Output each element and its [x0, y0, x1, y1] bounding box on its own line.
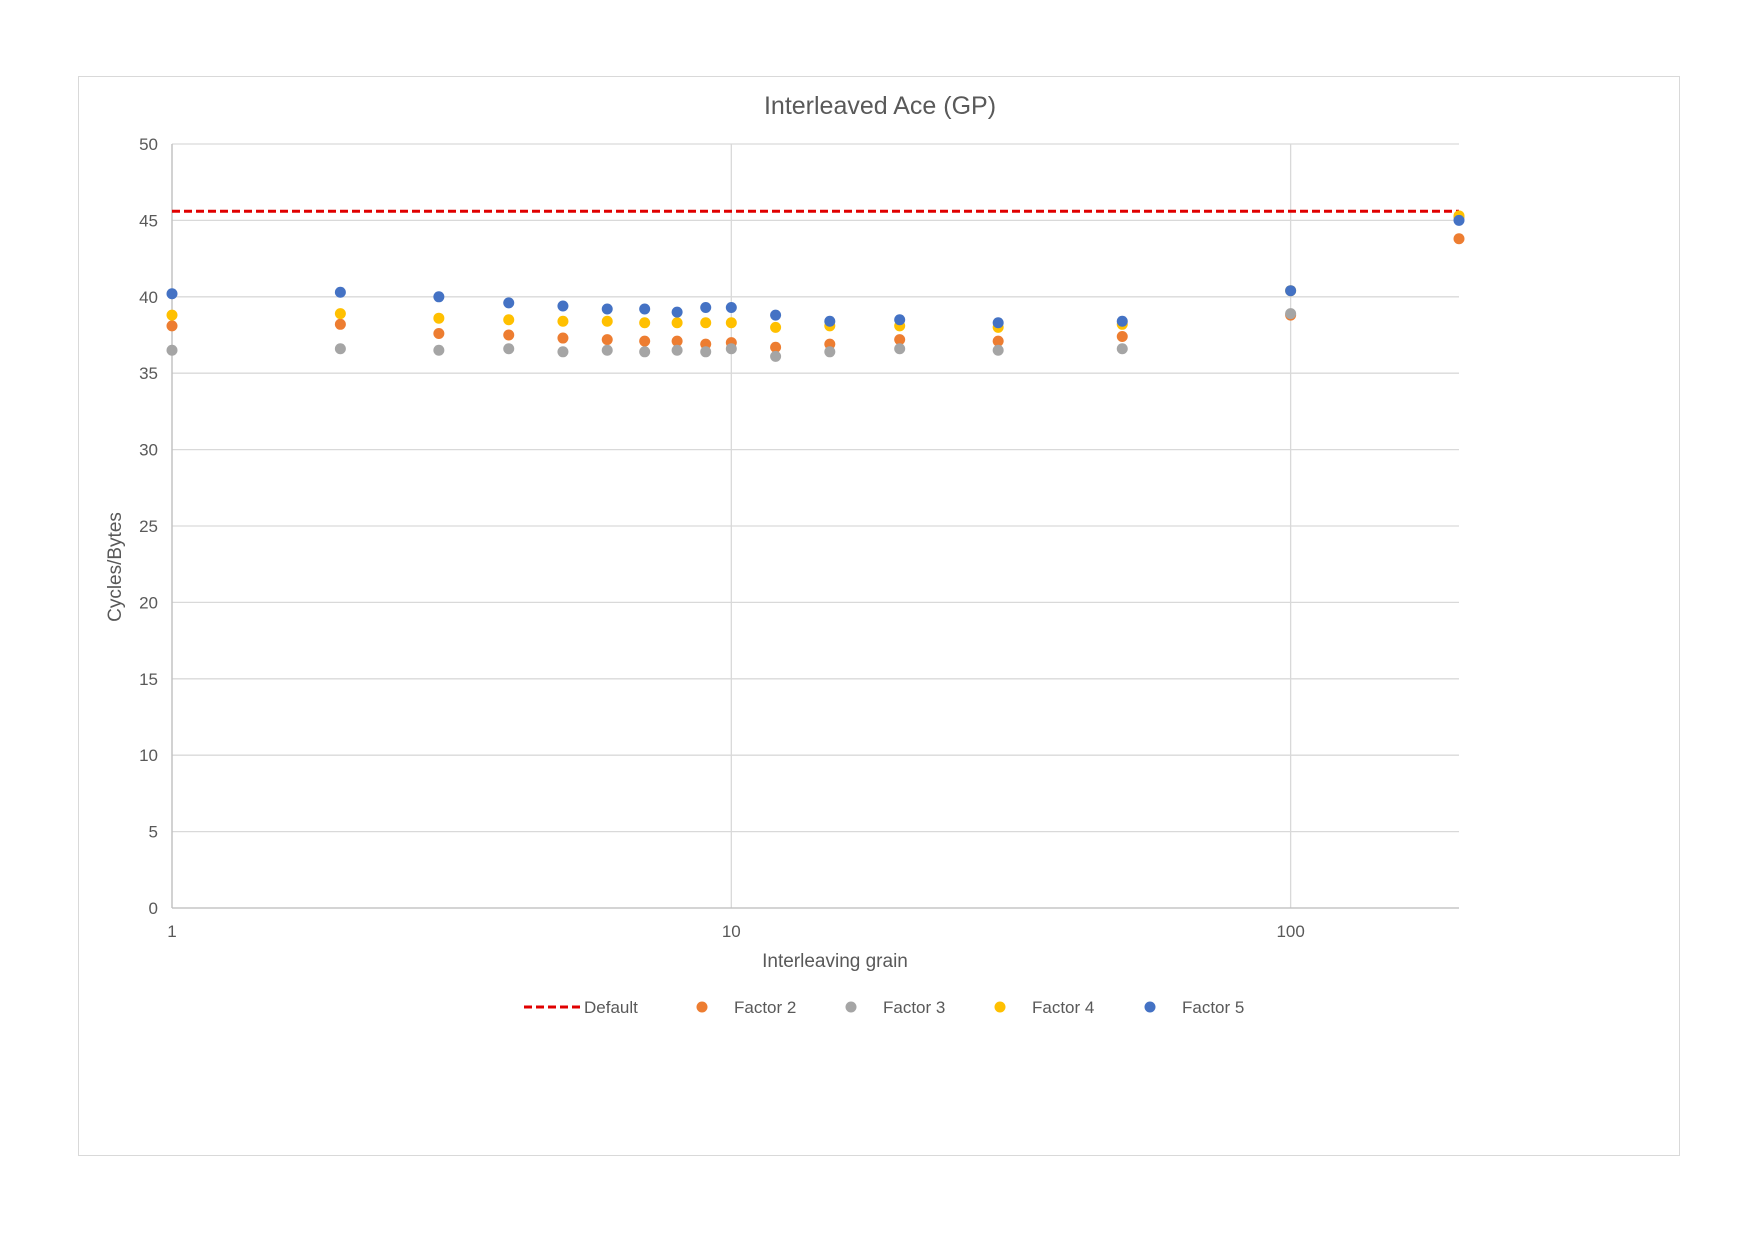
legend-label: Factor 2 — [734, 998, 796, 1017]
data-point — [671, 317, 683, 329]
data-point — [639, 346, 651, 358]
data-point — [1116, 331, 1128, 343]
data-point — [671, 344, 683, 356]
data-point — [503, 297, 515, 309]
data-point — [557, 300, 569, 312]
data-point — [334, 343, 346, 355]
data-point — [770, 321, 782, 333]
chart-area: Interleaved Ace (GP) 0 5 10 15 20 25 30 35 40 45 5… — [78, 76, 1680, 1156]
data-point — [725, 317, 737, 329]
data-point — [824, 346, 836, 358]
data-point — [1116, 315, 1128, 327]
data-point — [557, 315, 569, 327]
data-point — [503, 343, 515, 355]
x-tick-label: 10 — [722, 922, 741, 941]
legend: Default Factor 2 Factor 3 Factor 4 Factor 5 — [524, 998, 1244, 1017]
data-point — [166, 309, 178, 321]
y-tick-label: 50 — [139, 135, 158, 154]
data-point — [334, 286, 346, 298]
legend-swatch — [696, 1001, 708, 1013]
axis-tick-labels: 0 5 10 15 20 25 30 35 40 45 50 1 10 100 — [139, 135, 1305, 941]
data-point — [557, 346, 569, 358]
y-tick-label: 45 — [139, 211, 158, 230]
series-factor-2 — [166, 233, 1465, 353]
data-point — [639, 303, 651, 315]
y-tick-label: 0 — [149, 899, 158, 918]
legend-label: Factor 5 — [1182, 998, 1244, 1017]
data-point — [166, 288, 178, 300]
data-point — [700, 346, 712, 358]
data-point — [671, 335, 683, 347]
data-points — [166, 210, 1465, 362]
legend-default-label: Default — [584, 998, 638, 1017]
legend-swatch — [845, 1001, 857, 1013]
series-factor-4 — [166, 210, 1465, 333]
data-point — [433, 344, 445, 356]
y-tick-label: 15 — [139, 670, 158, 689]
y-tick-label: 10 — [139, 746, 158, 765]
data-point — [824, 338, 836, 350]
data-point — [503, 314, 515, 326]
data-point — [601, 303, 613, 315]
data-point — [894, 343, 906, 355]
data-point — [992, 335, 1004, 347]
series-factor-5 — [166, 214, 1465, 329]
data-point — [1453, 214, 1465, 226]
data-point — [770, 350, 782, 362]
data-point — [557, 332, 569, 344]
legend-label: Factor 4 — [1032, 998, 1094, 1017]
data-point — [166, 320, 178, 332]
y-tick-label: 25 — [139, 517, 158, 536]
data-point — [334, 318, 346, 330]
y-tick-label: 5 — [149, 823, 158, 842]
legend-label: Factor 3 — [883, 998, 945, 1017]
data-point — [639, 335, 651, 347]
x-tick-label: 1 — [167, 922, 176, 941]
data-point — [770, 309, 782, 321]
data-point — [992, 344, 1004, 356]
data-point — [601, 315, 613, 327]
scatter-chart: Interleaved Ace (GP) 0 5 10 15 20 25 30 35 40 45 5… — [105, 92, 1465, 1017]
data-point — [894, 334, 906, 346]
data-point — [700, 338, 712, 350]
x-axis-title: Interleaving grain — [762, 951, 908, 972]
data-point — [725, 301, 737, 313]
data-point — [433, 291, 445, 303]
data-point — [639, 317, 651, 329]
gridlines — [171, 143, 1459, 909]
legend-swatch — [1144, 1001, 1156, 1013]
series-factor-3 — [166, 211, 1465, 362]
data-point — [700, 301, 712, 313]
data-point — [1285, 285, 1297, 297]
data-point — [433, 327, 445, 339]
chart-title: Interleaved Ace (GP) — [764, 92, 996, 120]
data-point — [725, 343, 737, 355]
y-tick-label: 35 — [139, 364, 158, 383]
data-point — [334, 308, 346, 320]
data-point — [1453, 233, 1465, 245]
data-point — [770, 341, 782, 353]
data-point — [503, 329, 515, 341]
data-point — [700, 317, 712, 329]
data-point — [433, 312, 445, 324]
data-point — [1116, 343, 1128, 355]
data-point — [601, 334, 613, 346]
legend-swatch — [994, 1001, 1006, 1013]
data-point — [166, 344, 178, 356]
data-point — [601, 344, 613, 356]
data-point — [894, 314, 906, 326]
data-point — [992, 317, 1004, 329]
y-tick-label: 20 — [139, 593, 158, 612]
data-point — [824, 315, 836, 327]
x-tick-label: 100 — [1276, 922, 1304, 941]
y-tick-label: 30 — [139, 441, 158, 460]
data-point — [1285, 308, 1297, 320]
y-tick-label: 40 — [139, 288, 158, 307]
data-point — [671, 306, 683, 318]
y-axis-title: Cycles/Bytes — [105, 512, 126, 622]
